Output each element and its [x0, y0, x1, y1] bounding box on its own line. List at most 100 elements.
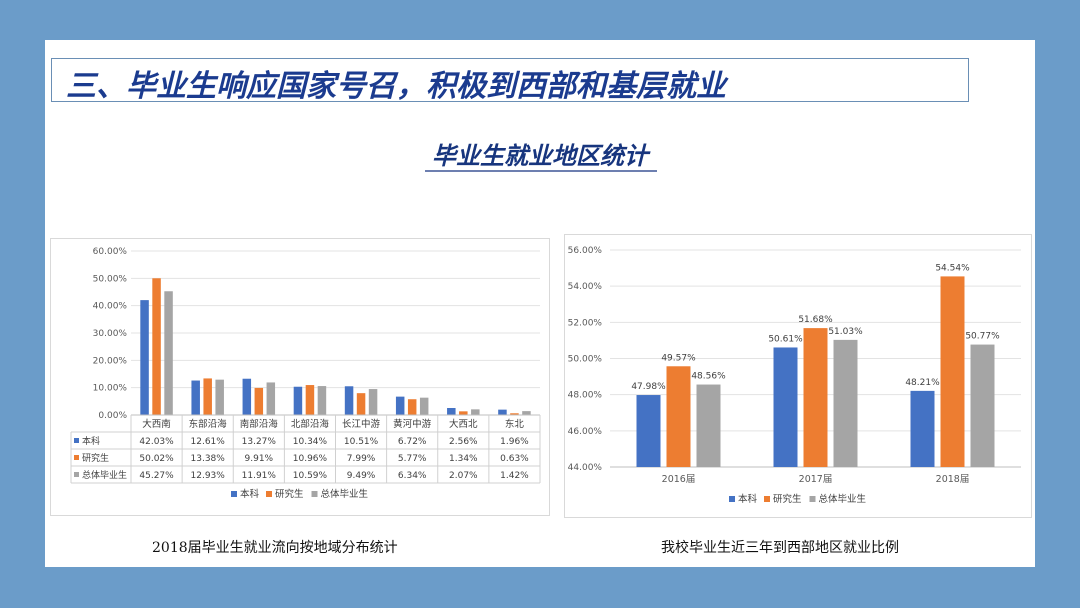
bar-总体毕业生-长江中游: [368, 389, 378, 415]
bar-本科-东北: [498, 409, 507, 415]
legend-key-本科: [729, 496, 735, 502]
bar-总体毕业生-2017届: [833, 339, 858, 467]
bar-研究生-东北: [510, 413, 519, 415]
y-tick-label: 56.00%: [568, 246, 603, 256]
data-label: 9.49%: [347, 471, 376, 481]
data-label: 12.61%: [191, 437, 226, 447]
y-tick-label: 46.00%: [568, 427, 603, 437]
legend-key-研究生: [266, 491, 272, 497]
data-label: 0.63%: [500, 454, 529, 464]
region-distribution-chart: 0.00% 10.00% 20.00% 30.00% 40.00% 50.00% 60.00…: [70, 247, 541, 500]
data-label: 48.21%: [905, 378, 940, 388]
data-label: 10.59%: [293, 471, 328, 481]
bar-总体毕业生-东北: [522, 411, 531, 415]
table-legend-key: [74, 472, 79, 477]
category-label: 北部沿海: [291, 418, 330, 430]
legend-label: 本科: [738, 493, 758, 505]
bar-本科-大西南: [140, 300, 149, 415]
data-label: 50.77%: [965, 332, 1000, 342]
bar-研究生-东部沿海: [203, 378, 212, 415]
data-label: 1.34%: [449, 454, 478, 464]
bar-本科-南部沿海: [242, 378, 252, 415]
right-chart-panel: 44.00% 46.00% 48.00% 50.00% 52.00% 54.00% 56.0…: [564, 234, 1032, 518]
data-label: 2.56%: [449, 437, 478, 447]
bar-本科-东部沿海: [191, 380, 200, 415]
legend-key-本科: [231, 491, 237, 497]
category-label: 南部沿海: [240, 418, 279, 430]
table-series-label: 研究生: [82, 452, 109, 464]
table-legend-key: [74, 438, 79, 443]
category-label: 2017届: [799, 474, 833, 485]
category-label: 2016届: [662, 474, 696, 485]
bar-总体毕业生-黄河中游: [419, 397, 429, 415]
y-tick-label: 40.00%: [93, 302, 128, 312]
slide: 三、毕业生响应国家号召，积极到西部和基层就业 毕业生就业地区统计 0.00% 10…: [45, 40, 1035, 567]
bar-本科-2016届: [636, 395, 661, 467]
y-tick-label: 60.00%: [93, 247, 128, 257]
y-tick-label: 44.00%: [568, 463, 603, 473]
table-series-label: 总体毕业生: [82, 469, 127, 481]
data-label: 12.93%: [191, 471, 226, 481]
category-label: 2018届: [936, 474, 970, 485]
category-label: 东北: [505, 418, 525, 430]
legend-label: 总体毕业生: [321, 488, 369, 500]
legend-key-总体毕业生: [809, 496, 816, 502]
section-subtitle: 毕业生就业地区统计: [432, 142, 648, 170]
bar-研究生-长江中游: [356, 393, 366, 415]
table-legend-key: [74, 455, 79, 460]
legend-label: 总体毕业生: [819, 493, 867, 505]
category-label: 东部沿海: [189, 418, 228, 430]
y-tick-label: 50.00%: [568, 355, 603, 365]
bar-研究生-2016届: [666, 366, 691, 467]
bar-本科-大西北: [447, 408, 456, 415]
legend-label: 研究生: [773, 493, 802, 505]
data-label: 51.68%: [798, 315, 833, 325]
y-tick-label: 52.00%: [568, 318, 603, 328]
data-label: 10.51%: [344, 437, 379, 447]
bar-研究生-2018届: [940, 276, 965, 467]
bar-本科-2018届: [910, 390, 935, 467]
data-label: 42.03%: [139, 437, 174, 447]
legend-label: 研究生: [275, 488, 304, 500]
data-label: 1.96%: [500, 437, 529, 447]
data-label: 51.03%: [828, 327, 863, 337]
bar-本科-长江中游: [344, 386, 354, 415]
bar-总体毕业生-北部沿海: [317, 386, 327, 415]
right-chart-caption: 我校毕业生近三年到西部地区就业比例: [661, 540, 899, 556]
data-label: 50.02%: [139, 454, 174, 464]
table-series-label: 本科: [82, 435, 100, 447]
data-label: 50.61%: [768, 334, 803, 344]
y-tick-label: 48.00%: [568, 391, 603, 401]
bar-研究生-黄河中游: [407, 399, 417, 415]
y-tick-label: 20.00%: [93, 356, 128, 366]
bar-总体毕业生-2016届: [696, 384, 721, 467]
data-label: 10.96%: [293, 454, 328, 464]
bar-研究生-大西南: [152, 278, 161, 415]
bar-研究生-南部沿海: [254, 387, 264, 415]
data-label: 5.77%: [398, 454, 427, 464]
category-label: 黄河中游: [393, 418, 432, 430]
bar-总体毕业生-南部沿海: [266, 382, 276, 415]
bar-研究生-北部沿海: [305, 385, 315, 415]
data-label: 9.91%: [245, 454, 274, 464]
bar-本科-黄河中游: [395, 396, 405, 415]
y-tick-label: 54.00%: [568, 282, 603, 292]
data-label: 11.91%: [242, 471, 277, 481]
data-label: 13.27%: [242, 437, 277, 447]
data-label: 7.99%: [347, 454, 376, 464]
legend-key-研究生: [764, 496, 770, 502]
page-title: 三、毕业生响应国家号召，积极到西部和基层就业: [66, 69, 726, 104]
legend-label: 本科: [240, 488, 260, 500]
data-label: 1.42%: [500, 471, 529, 481]
data-label: 48.56%: [691, 372, 726, 382]
y-tick-label: 50.00%: [93, 274, 128, 284]
data-label: 54.54%: [935, 263, 970, 273]
y-tick-label: 0.00%: [98, 411, 127, 421]
data-label: 45.27%: [139, 471, 174, 481]
bar-研究生-大西北: [459, 411, 468, 415]
category-label: 大西北: [449, 418, 478, 430]
data-label: 47.98%: [631, 382, 666, 392]
data-label: 2.07%: [449, 471, 478, 481]
y-tick-label: 10.00%: [93, 384, 128, 394]
data-label: 10.34%: [293, 437, 328, 447]
